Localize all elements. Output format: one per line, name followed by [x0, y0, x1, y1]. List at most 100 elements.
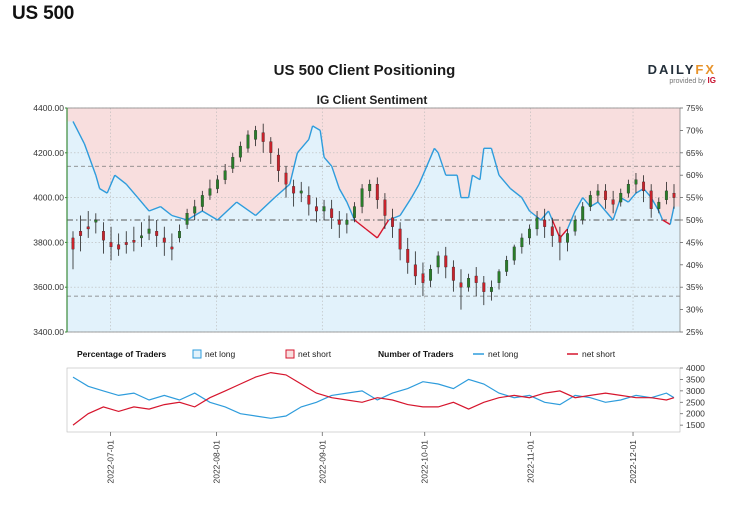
candle-body: [619, 192, 623, 203]
net-long-segment: [289, 152, 299, 185]
candle-body: [634, 179, 638, 185]
net-long-segment: [566, 210, 576, 230]
net-long-segment: [72, 121, 86, 145]
candle-body: [451, 266, 455, 281]
net-long-segment: [597, 201, 607, 212]
net-long-segment: [529, 210, 542, 221]
candle-body: [178, 231, 181, 239]
price-tick-label: 3400.00: [33, 327, 64, 337]
sentiment-tick-label: 60%: [686, 170, 703, 180]
candle-body: [489, 287, 493, 292]
main-plot: 4400.00 4200.00 4000.00 3800.00 3600.00 3400.…: [33, 103, 703, 337]
legend-pct-long-label: net long: [205, 349, 236, 359]
net-short-segment: [662, 219, 671, 226]
traders-long-line: [72, 376, 675, 419]
candle-body: [79, 231, 83, 236]
candle-body: [109, 242, 113, 248]
candle-body: [512, 246, 516, 261]
chart-title: US 500 Client Positioning: [273, 62, 456, 79]
candle-body: [170, 246, 174, 250]
candle-body: [330, 208, 334, 218]
net-long-segment: [323, 156, 333, 167]
price-tick-label: 4000.00: [33, 193, 64, 203]
net-long-segment: [490, 148, 500, 176]
net-long-segment: [114, 174, 127, 185]
candle-body: [649, 190, 653, 209]
net-long-segment: [479, 148, 485, 180]
candle-body: [94, 219, 98, 223]
net-long-segment: [83, 143, 97, 176]
candle-body: [657, 201, 661, 209]
candle-body: [276, 154, 280, 171]
candle-body: [474, 275, 478, 283]
candle-body: [132, 240, 136, 243]
candle-body: [314, 206, 318, 212]
candle-body: [588, 195, 592, 207]
candle-body: [573, 219, 577, 232]
net-long-segment: [604, 210, 614, 221]
legend-pct-label: Percentage of Traders: [77, 349, 167, 359]
page-title: US 500: [12, 3, 75, 24]
candle-body: [208, 188, 212, 196]
x-axis: 2022-07-01 2022-08-01 2022-09-01 2022-10-01…: [106, 432, 638, 483]
x-tick-label: 2022-09-01: [317, 440, 327, 484]
net-long-segment: [296, 138, 310, 154]
candle-body: [406, 248, 410, 263]
x-tick-label: 2022-08-01: [211, 440, 221, 484]
sentiment-tick-label: 75%: [686, 103, 703, 113]
legend-num-short-label: net short: [582, 349, 616, 359]
candle-body: [238, 145, 242, 158]
legend-pct-short-label: net short: [298, 349, 332, 359]
net-long-segment: [574, 197, 584, 212]
traders-tick-label: 2500: [686, 397, 705, 407]
traders-tick-label: 4000: [686, 363, 705, 373]
price-tick-label: 3600.00: [33, 282, 64, 292]
net-long-segment: [338, 188, 348, 203]
legend-row: Percentage of Traders net long net short Nu…: [77, 349, 616, 359]
candle-body: [672, 192, 676, 198]
dailyfx-logo: DAILYFX provided by IG: [647, 62, 716, 85]
price-tick-label: 3800.00: [33, 237, 64, 247]
net-long-segment: [236, 201, 257, 217]
candle-body: [368, 184, 372, 192]
net-long-segment: [95, 175, 101, 189]
net-long-segment: [433, 147, 439, 154]
net-long-segment: [201, 210, 218, 221]
legend-num-long-label: net long: [488, 349, 519, 359]
net-long-segment: [255, 197, 276, 217]
candle-body: [162, 237, 166, 243]
net-short-segment: [551, 219, 561, 239]
candle-body: [375, 184, 379, 200]
net-long-segment: [498, 174, 511, 190]
candle-body: [664, 190, 668, 200]
traders-tick-label: 1500: [686, 420, 705, 430]
candle-body: [292, 186, 296, 194]
candle-body: [254, 130, 258, 140]
candle-body: [467, 278, 471, 288]
net-long-segment: [669, 206, 675, 225]
candle-body: [337, 219, 341, 225]
candle-body: [391, 217, 394, 227]
candle-body: [436, 255, 440, 268]
chart-subtitle: IG Client Sentiment: [317, 93, 428, 107]
candle-body: [558, 235, 562, 243]
net-long-segment: [319, 130, 325, 158]
candle-body: [413, 264, 417, 277]
sentiment-tick-label: 70%: [686, 125, 703, 135]
net-long-segment: [137, 197, 146, 208]
sentiment-tick-label: 65%: [686, 148, 703, 158]
candle-body: [231, 157, 235, 169]
net-long-segment: [171, 214, 188, 221]
sentiment-tick-label: 30%: [686, 305, 703, 315]
candle-body: [566, 233, 569, 243]
legend-pct-long-swatch: [192, 349, 202, 359]
net-long-segment: [312, 125, 321, 132]
net-long-segment: [437, 152, 447, 176]
candle-body: [550, 226, 554, 236]
x-tick-label: 2022-12-01: [628, 440, 638, 484]
candle-body: [505, 260, 509, 272]
candle-body: [117, 244, 121, 250]
traders-short-line: [72, 371, 675, 426]
candle-body: [429, 269, 433, 281]
candle-body: [140, 235, 143, 239]
